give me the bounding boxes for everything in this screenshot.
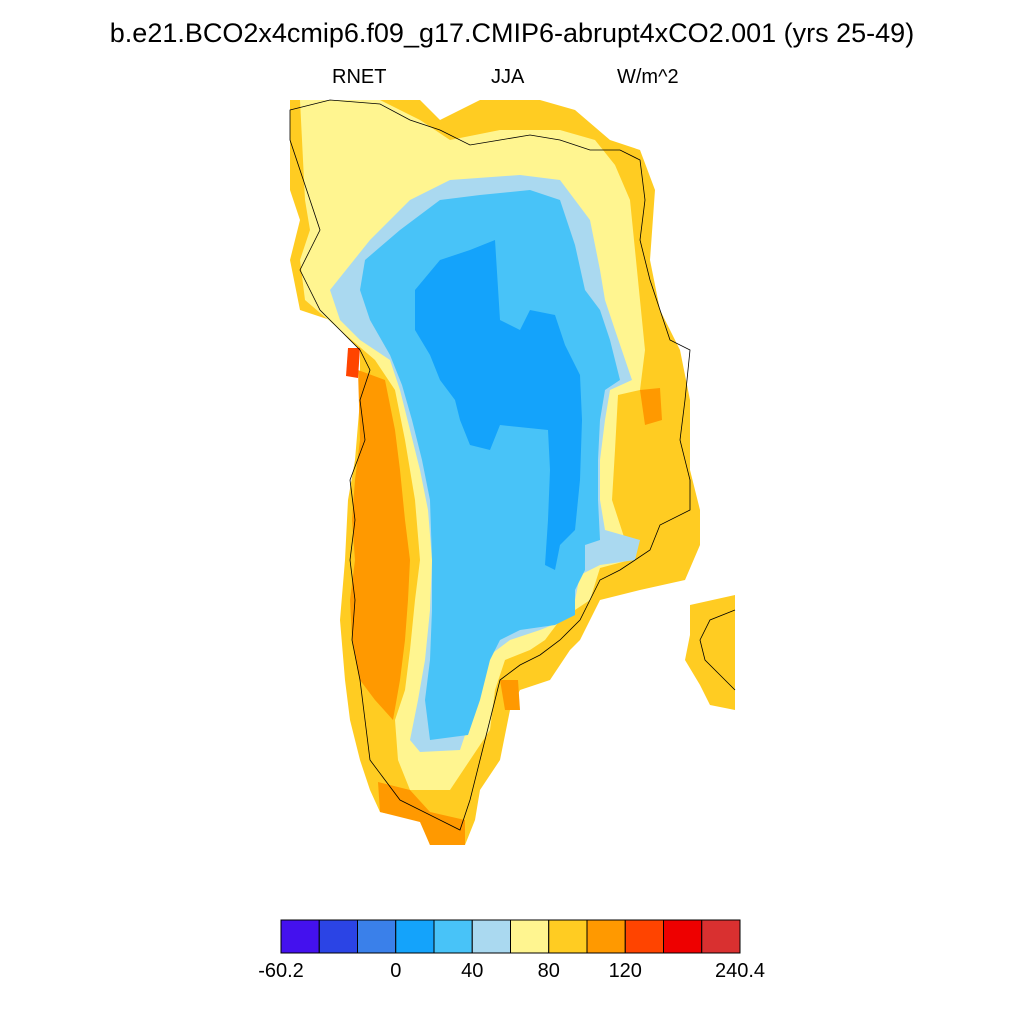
colorbar-box-7 [548,919,588,954]
colorbar-box-9 [624,919,664,954]
colorbar-tick-label: 0 [390,960,402,982]
south-tip-orange [378,782,465,845]
season-label: JJA [491,66,525,88]
east-orange-patch [640,388,662,425]
colorbar-box-2 [357,919,397,954]
iceland-coastline [699,609,736,691]
red-point [346,348,360,378]
colorbar-box-4 [433,919,473,954]
iceland-fragment [685,595,735,710]
colorbar-box-11 [701,919,741,954]
variable-label: RNET [332,66,387,88]
colorbar-box-0 [280,919,320,954]
colorbar-tick-label: 40 [461,960,484,982]
colorbar-box-10 [663,919,703,954]
colorbar-tick-label: 80 [537,960,560,982]
colorbar-box-8 [586,919,626,954]
colorbar-tick-label: 120 [608,960,642,982]
colorbar-box-3 [395,919,435,954]
colorbar-box-1 [318,919,358,954]
colorbar-box-6 [510,919,550,954]
colorbar-box-5 [471,919,511,954]
colorbar-tick-label: -60.2 [258,960,304,982]
ice-deep-blue [415,240,582,570]
plot-title: b.e21.BCO2x4cmip6.f09_g17.CMIP6-abrupt4x… [109,18,915,48]
units-label: W/m^2 [617,66,679,88]
coastline [289,99,691,831]
colorbar-tick-label: 240.4 [714,960,766,982]
west-coast-orange [350,370,410,720]
greenland-map [289,99,736,845]
southeast-orange-patch [500,680,520,710]
